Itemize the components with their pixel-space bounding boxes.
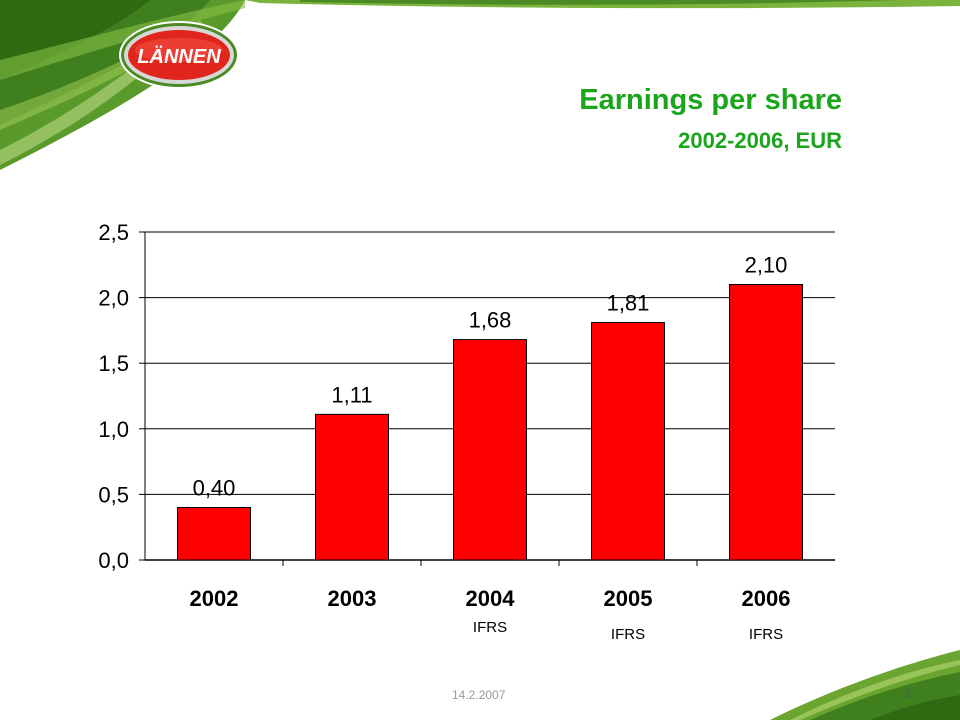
lannen-logo: LÄNNEN xyxy=(119,21,239,89)
category-note: IFRS xyxy=(611,626,645,643)
footer-date: 14.2.2007 xyxy=(452,688,506,702)
slide-subtitle: 2002-2006, EUR xyxy=(678,128,842,153)
data-label: 1,11 xyxy=(331,382,372,407)
y-tick-label: 0,5 xyxy=(98,482,129,507)
x-tick-label: 2006 xyxy=(742,586,791,611)
page-number: 2 xyxy=(905,686,912,700)
y-tick-label: 0,0 xyxy=(98,548,129,573)
y-tick-label: 2,5 xyxy=(98,220,129,245)
bar xyxy=(315,413,389,561)
data-label: 2,10 xyxy=(745,252,788,277)
y-tick-label: 2,0 xyxy=(98,286,129,311)
y-tick-label: 1,5 xyxy=(98,351,129,376)
category-note: IFRS xyxy=(749,626,783,643)
x-tick-label: 2002 xyxy=(190,586,239,611)
x-tick-label: 2005 xyxy=(604,586,653,611)
bar xyxy=(177,507,251,561)
bar xyxy=(453,339,527,561)
data-label: 1,81 xyxy=(607,291,650,316)
data-label: 1,68 xyxy=(469,308,512,333)
bar xyxy=(591,322,665,561)
y-tick-label: 1,0 xyxy=(98,417,129,442)
x-tick-label: 2003 xyxy=(328,586,377,611)
x-tick-label: 2004 xyxy=(466,586,516,611)
data-label: 0,40 xyxy=(193,476,236,501)
bar xyxy=(729,283,803,561)
slide-title: Earnings per share xyxy=(579,84,842,116)
logo-text: LÄNNEN xyxy=(137,45,221,68)
category-note: IFRS xyxy=(473,619,507,636)
